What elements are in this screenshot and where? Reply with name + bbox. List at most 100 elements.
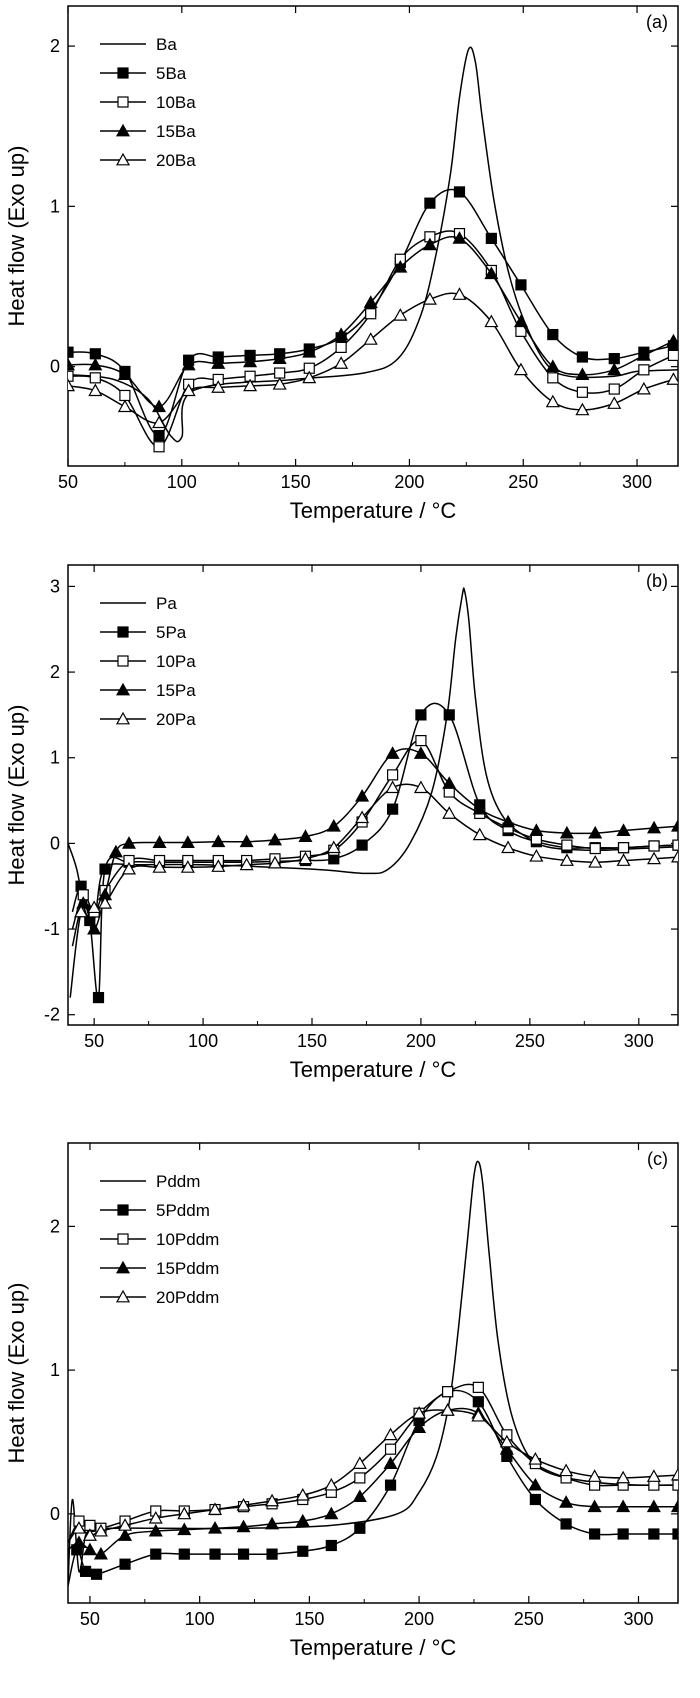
plot-frame (67, 564, 679, 1026)
data-point-20Ba (575, 402, 590, 416)
data-point-15Pddm (383, 1456, 398, 1469)
data-point-15Ba (181, 357, 196, 371)
data-point-20Ba (334, 356, 349, 369)
data-point-15Pa (121, 836, 137, 849)
legend: Ba 5Ba 10Ba 15Ba 20Ba (100, 35, 196, 170)
data-point-20Pddm (616, 1470, 631, 1484)
data-point-5Ba (576, 351, 589, 363)
data-point-10Pddm (354, 1472, 366, 1484)
data-point-20Pa (559, 853, 574, 866)
data-point-15Ba (484, 266, 499, 280)
data-point-5Pddm (560, 1518, 572, 1530)
data-point-15Pa (529, 823, 544, 836)
data-point-15Pa (413, 746, 428, 759)
legend-entry-label: 20Pa (156, 710, 196, 729)
data-point-5Pddm (589, 1528, 601, 1540)
data-point-15Ba (393, 260, 408, 273)
data-point-15Ba (513, 314, 528, 328)
legend-entry-label: Pa (156, 594, 177, 613)
legend-entry-label: Pddm (156, 1172, 200, 1191)
legend: Pa 5Pa 10Pa 15Pa 20Pa (100, 594, 196, 729)
legend-marker (115, 152, 131, 166)
data-point-15Ba (607, 362, 622, 376)
data-point-20Ba (68, 378, 76, 392)
plot-frame (67, 5, 679, 467)
data-point-15Ba (452, 231, 467, 244)
data-point-15Pddm (93, 1546, 108, 1560)
data-point-5Ba (68, 346, 74, 358)
plot-area (68, 46, 678, 453)
data-point-15Pddm (499, 1441, 514, 1455)
data-point-20Pa (616, 853, 631, 866)
data-point-20Pa (326, 840, 341, 854)
data-point-5Ba (608, 353, 620, 365)
data-point-5Pddm (672, 1528, 678, 1540)
data-point-20Ba (393, 308, 408, 321)
data-point-20Pddm (236, 1498, 251, 1511)
data-point-5Pddm (266, 1548, 278, 1560)
data-point-5Pddm (237, 1548, 250, 1560)
data-point-20Ba (88, 383, 103, 397)
data-point-15Pa (501, 814, 516, 828)
panel-label: (b) (646, 571, 668, 591)
x-tick-label: 250 (515, 1031, 545, 1051)
data-point-20Pa (588, 855, 603, 868)
data-point-15Ba (243, 354, 258, 368)
panel-label: (c) (647, 1149, 668, 1169)
data-point-20Ba (484, 314, 499, 328)
data-point-5Pddm (150, 1548, 162, 1560)
data-point-10Ba (89, 372, 101, 384)
data-point-5Pa (387, 803, 399, 815)
data-point-20Pddm (265, 1493, 280, 1507)
data-point-20Pddm (324, 1477, 339, 1491)
data-point-15Pddm (177, 1522, 192, 1536)
legend-marker (117, 67, 129, 79)
x-tick-label: 300 (622, 472, 652, 492)
data-point-5Pddm (648, 1528, 660, 1540)
legend-marker (117, 1233, 129, 1245)
y-tick-label: -2 (44, 1005, 60, 1025)
legend-entry-label: 20Ba (156, 151, 196, 170)
plot-area (68, 587, 678, 1004)
chart-panel-2: 50 100 150 200 250 300 -2 -1 0 1 2 3 Temperature / °… (4, 564, 679, 1082)
data-point-15Pddm (352, 1489, 367, 1503)
data-point-20Pa (211, 859, 226, 872)
x-tick-label: 50 (80, 1609, 100, 1629)
data-point-20Pa (442, 806, 457, 819)
data-point-15Pa (559, 825, 574, 839)
data-point-5Pddm (79, 1565, 92, 1577)
data-point-5Ba (453, 186, 466, 198)
data-point-15Pa (152, 835, 167, 848)
data-point-20Ba (513, 362, 528, 376)
data-point-15Ba (88, 357, 103, 371)
data-point-15Pa (267, 832, 282, 846)
x-tick-label: 100 (167, 472, 197, 492)
data-point-20Ba (452, 287, 467, 300)
series-line-15Ba (68, 235, 674, 408)
data-point-15Pa (588, 825, 603, 839)
data-point-10Ba (638, 364, 650, 376)
data-point-15Ba (363, 295, 378, 308)
data-point-20Ba (666, 372, 678, 385)
data-point-20Ba (152, 415, 167, 429)
x-tick-label: 200 (404, 1609, 434, 1629)
legend: Pddm 5Pddm 10Pddm 15Pddm 20Pddm (100, 1172, 219, 1307)
data-point-15Pddm (207, 1521, 223, 1534)
x-tick-label: 150 (294, 1609, 324, 1629)
data-point-20Pa (355, 810, 370, 824)
legend-marker (117, 655, 129, 667)
data-point-15Pddm (118, 1528, 133, 1541)
data-point-20Pddm (383, 1427, 398, 1441)
data-point-10Ba (274, 367, 286, 379)
data-point-15Pddm (670, 1499, 678, 1513)
x-tick-label: 200 (406, 1031, 436, 1051)
data-point-5Ba (547, 328, 559, 341)
panel-label: (a) (646, 12, 668, 32)
legend-marker (115, 1289, 131, 1303)
chart-panel-1: 50 100 150 200 250 300 0 1 2 Temperature / °C Heat… (4, 5, 679, 523)
data-point-10Pa (617, 842, 630, 854)
data-point-15Pa (211, 834, 226, 848)
data-point-10Ba (119, 389, 131, 402)
legend-entry-label: 15Pa (156, 681, 196, 700)
data-point-5Pddm (617, 1528, 629, 1540)
